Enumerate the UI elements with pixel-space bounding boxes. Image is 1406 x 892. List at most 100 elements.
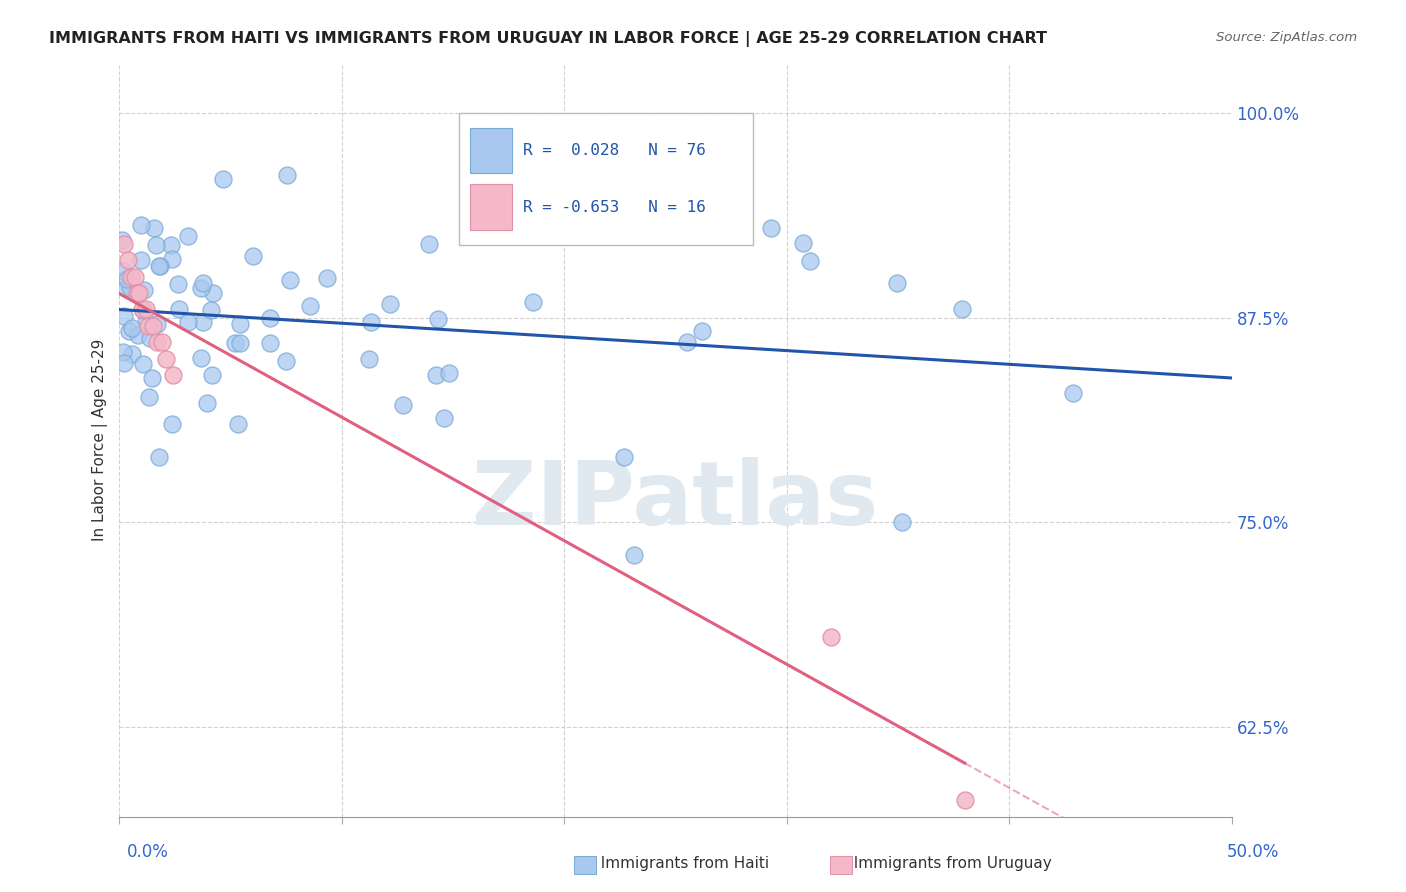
- Point: [160, 237, 183, 252]
- Point: [953, 793, 976, 807]
- Point: [142, 220, 165, 235]
- Point: [380, 296, 402, 310]
- Point: [148, 450, 170, 464]
- Point: [167, 277, 190, 291]
- Point: [276, 168, 298, 182]
- Point: [134, 283, 156, 297]
- Point: [131, 253, 153, 268]
- Point: [391, 398, 413, 412]
- Point: [129, 218, 152, 232]
- Point: [142, 318, 165, 333]
- Point: [259, 336, 281, 351]
- Point: [120, 280, 142, 294]
- Point: [112, 263, 135, 277]
- Point: [886, 276, 908, 290]
- Point: [623, 548, 645, 562]
- Point: [112, 237, 135, 252]
- Point: [224, 336, 246, 351]
- Point: [950, 302, 973, 317]
- FancyBboxPatch shape: [470, 185, 512, 229]
- Point: [162, 368, 184, 382]
- Point: [437, 366, 460, 380]
- Text: Source: ZipAtlas.com: Source: ZipAtlas.com: [1216, 31, 1357, 45]
- Point: [1062, 385, 1084, 400]
- Point: [146, 317, 169, 331]
- Point: [131, 302, 153, 317]
- Point: [138, 331, 160, 345]
- Point: [274, 354, 297, 368]
- Point: [212, 171, 235, 186]
- Point: [128, 286, 150, 301]
- Point: [190, 281, 212, 295]
- Point: [228, 336, 250, 351]
- Point: [141, 371, 163, 385]
- Point: [418, 236, 440, 251]
- Y-axis label: In Labor Force | Age 25-29: In Labor Force | Age 25-29: [93, 339, 108, 541]
- Point: [177, 315, 200, 329]
- Point: [138, 318, 160, 333]
- Point: [359, 352, 381, 367]
- Point: [127, 327, 149, 342]
- Point: [118, 324, 141, 338]
- Point: [138, 390, 160, 404]
- Point: [522, 295, 544, 310]
- Point: [112, 356, 135, 370]
- Point: [242, 249, 264, 263]
- Point: [162, 417, 184, 431]
- Point: [150, 335, 173, 350]
- Point: [799, 253, 821, 268]
- Point: [121, 321, 143, 335]
- Point: [820, 630, 842, 644]
- Point: [149, 259, 172, 273]
- Point: [259, 311, 281, 326]
- Point: [190, 351, 212, 366]
- Point: [124, 269, 146, 284]
- Point: [792, 235, 814, 250]
- Point: [132, 302, 155, 317]
- FancyBboxPatch shape: [458, 113, 754, 244]
- Point: [120, 269, 142, 284]
- Point: [167, 301, 190, 316]
- Point: [114, 281, 136, 295]
- Text: Immigrants from Uruguay: Immigrants from Uruguay: [844, 856, 1052, 871]
- Text: 50.0%: 50.0%: [1227, 843, 1279, 861]
- Point: [433, 411, 456, 425]
- Point: [135, 302, 157, 317]
- Point: [191, 276, 214, 290]
- FancyBboxPatch shape: [470, 128, 512, 173]
- Point: [177, 228, 200, 243]
- Point: [112, 309, 135, 323]
- Text: Immigrants from Haiti: Immigrants from Haiti: [591, 856, 769, 871]
- Point: [676, 335, 699, 350]
- Point: [360, 315, 382, 329]
- Text: R =  0.028   N = 76: R = 0.028 N = 76: [523, 143, 706, 158]
- Point: [135, 315, 157, 329]
- Point: [148, 259, 170, 273]
- Point: [201, 368, 224, 382]
- Point: [316, 271, 339, 285]
- Point: [111, 233, 134, 247]
- Point: [278, 273, 301, 287]
- Point: [200, 303, 222, 318]
- Point: [613, 450, 636, 464]
- Point: [121, 346, 143, 360]
- Point: [226, 417, 249, 431]
- Point: [201, 286, 224, 301]
- Text: R = -0.653   N = 16: R = -0.653 N = 16: [523, 200, 706, 215]
- Point: [131, 357, 153, 371]
- Point: [426, 312, 449, 326]
- Point: [115, 272, 138, 286]
- Point: [195, 396, 218, 410]
- Text: ZIPatlas: ZIPatlas: [472, 457, 879, 544]
- Point: [690, 324, 713, 338]
- Point: [117, 253, 139, 268]
- Point: [160, 252, 183, 266]
- Point: [891, 515, 914, 529]
- Point: [146, 335, 169, 350]
- Text: IMMIGRANTS FROM HAITI VS IMMIGRANTS FROM URUGUAY IN LABOR FORCE | AGE 25-29 CORR: IMMIGRANTS FROM HAITI VS IMMIGRANTS FROM…: [49, 31, 1047, 47]
- Point: [127, 286, 149, 301]
- Point: [229, 318, 252, 332]
- Point: [193, 315, 215, 329]
- Text: 0.0%: 0.0%: [127, 843, 169, 861]
- Point: [155, 351, 177, 366]
